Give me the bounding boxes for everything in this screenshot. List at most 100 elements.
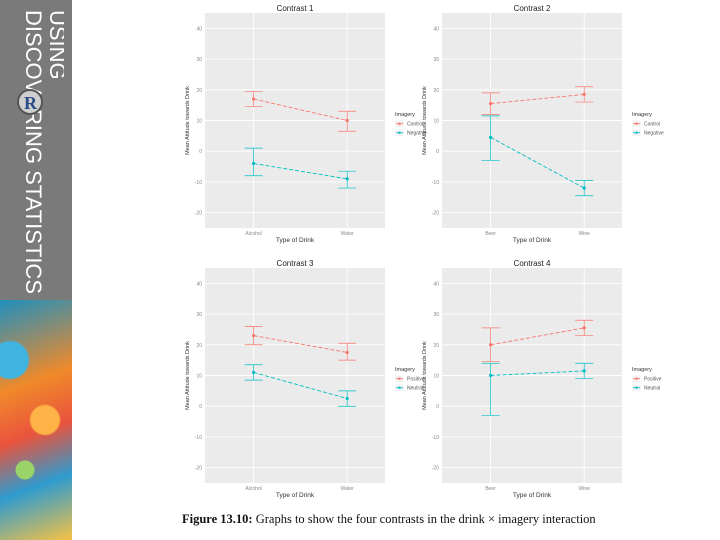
y-tick-label: 20 (196, 343, 202, 349)
book-sidebar: DISCOVERING STATISTICS USING R (0, 0, 72, 540)
y-tick-label: 0 (436, 404, 439, 410)
caption-label: Figure 13.10: (182, 512, 253, 526)
y-tick-label: -20 (432, 211, 439, 217)
x-tick-label: Water (341, 486, 354, 492)
legend-key-point (398, 122, 401, 125)
series-line (490, 93, 585, 105)
x-tick-label: Beer (485, 231, 496, 237)
y-tick-label: 10 (433, 374, 439, 380)
series-title: DISCOVERING STATISTICS (21, 10, 46, 294)
x-tick-label: Wine (578, 486, 590, 492)
data-point (345, 177, 349, 181)
series-line (253, 371, 348, 399)
y-tick-label: 10 (196, 119, 202, 125)
legend-label: Neutral (407, 386, 423, 392)
chart-title: Contrast 1 (277, 4, 314, 13)
data-point (582, 369, 586, 373)
y-tick-label: 20 (433, 343, 439, 349)
y-tick-label: 30 (196, 312, 202, 318)
legend-key-point (398, 131, 401, 134)
x-tick-label: Alcohol (245, 231, 261, 237)
series-line (253, 335, 348, 353)
legend-label: Control (644, 122, 660, 128)
data-point (345, 350, 349, 355)
x-tick-label: Wine (578, 231, 590, 237)
data-point (252, 370, 256, 375)
y-tick-label: 30 (433, 312, 439, 318)
panel-contrast-1: Contrast 1 -20 -10 0 10 20 30 40 Alcohol Water Typ… (185, 4, 427, 244)
y-tick-label: 10 (433, 119, 439, 125)
series-line (253, 163, 348, 180)
book-title-vertical: DISCOVERING STATISTICS USING R (17, 10, 64, 294)
x-tick-label: Beer (485, 486, 496, 492)
data-point (489, 135, 493, 139)
data-point (489, 102, 493, 106)
y-tick-label: 20 (196, 88, 202, 94)
legend-title: Imagery (395, 367, 415, 373)
y-tick-label: -20 (195, 211, 202, 217)
series-line (490, 370, 585, 376)
legend-key-point (635, 386, 638, 389)
data-point (252, 333, 256, 338)
legend-title: Imagery (632, 367, 652, 373)
legend-label: Negative (407, 131, 427, 137)
legend-key-point (398, 386, 401, 389)
x-tick-label: Alcohol (245, 486, 261, 492)
y-axis-label: Mean Attitude towards Drink (422, 86, 428, 155)
data-point (582, 92, 586, 96)
legend-key-point (635, 122, 638, 125)
y-tick-label: 40 (196, 281, 202, 287)
y-tick-label: 0 (199, 149, 202, 155)
r-logo-letter: R (24, 93, 38, 113)
legend-label: Negative (644, 131, 664, 137)
chart-title: Contrast 3 (277, 259, 314, 268)
chart-title: Contrast 4 (514, 259, 551, 268)
panel-contrast-3: Contrast 3 -20 -10 0 10 20 30 40 Alcohol Water Typ… (185, 259, 425, 499)
x-tick-label: Water (341, 231, 354, 237)
legend-label: Positive (407, 377, 425, 383)
using-label: USING (45, 10, 64, 80)
legend-label: Control (407, 122, 423, 128)
y-tick-label: -10 (195, 435, 202, 441)
panel-contrast-4: Contrast 4 -20 -10 0 10 20 30 40 Beer Wine Type of… (422, 259, 662, 499)
series-line (253, 98, 348, 121)
caption-text: Graphs to show the four contrasts in the… (255, 512, 596, 526)
y-tick-label: 40 (196, 26, 202, 32)
data-point (345, 396, 349, 401)
r-logo-icon (17, 89, 43, 115)
y-tick-label: 40 (433, 26, 439, 32)
x-axis-label: Type of Drink (276, 237, 315, 244)
y-tick-label: 40 (433, 281, 439, 287)
y-axis-label: Mean Attitude towards Drink (185, 341, 191, 410)
figure-caption: Figure 13.10: Graphs to show the four co… (182, 512, 652, 527)
legend-title: Imagery (632, 112, 652, 118)
x-axis-label: Type of Drink (513, 237, 552, 244)
legend-label: Positive (644, 377, 662, 383)
cover-artwork (0, 300, 72, 540)
y-tick-label: 0 (436, 149, 439, 155)
data-point (252, 97, 256, 101)
y-tick-label: -10 (195, 180, 202, 186)
series-line (490, 327, 585, 346)
y-axis-label: Mean Attitude towards Drink (422, 341, 428, 410)
legend-key-point (398, 377, 401, 380)
y-tick-label: 20 (433, 88, 439, 94)
legend-title: Imagery (395, 112, 415, 118)
y-tick-label: -10 (432, 435, 439, 441)
y-tick-label: -10 (432, 180, 439, 186)
legend-label: Neutral (644, 386, 660, 392)
data-point (582, 326, 586, 330)
y-tick-label: 0 (199, 404, 202, 410)
y-tick-label: -20 (432, 466, 439, 472)
x-axis-label: Type of Drink (276, 492, 315, 499)
data-point (489, 343, 493, 347)
data-point (252, 161, 256, 166)
y-tick-label: -20 (195, 466, 202, 472)
y-tick-label: 30 (196, 57, 202, 63)
y-axis-label: Mean Attitude towards Drink (185, 86, 191, 155)
legend-key-point (635, 131, 638, 134)
y-tick-label: 10 (196, 374, 202, 380)
data-point (489, 373, 493, 378)
data-point (345, 118, 349, 123)
x-axis-label: Type of Drink (513, 492, 552, 499)
